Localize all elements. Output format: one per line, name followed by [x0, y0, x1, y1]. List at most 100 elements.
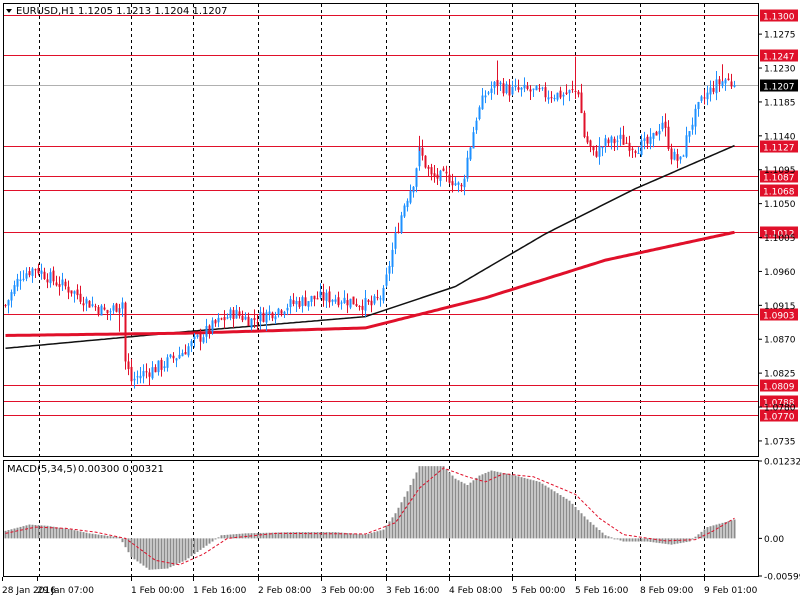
candle-body: [568, 90, 571, 94]
macd-bar: [463, 483, 466, 539]
candle-body: [151, 367, 154, 379]
macd-bar: [637, 538, 640, 542]
macd-bar: [433, 466, 436, 539]
macd-bar: [169, 538, 172, 568]
candle-body: [229, 309, 232, 319]
macd-bar: [619, 538, 622, 541]
macd-bar: [598, 530, 601, 539]
price-tick-label: 1.0960: [764, 268, 796, 278]
macd-bar: [616, 538, 619, 540]
macd-bar: [316, 532, 319, 539]
macd-bar: [52, 526, 55, 539]
candle-body: [664, 121, 667, 128]
candle-body: [274, 316, 277, 320]
candle-body: [46, 279, 49, 283]
candle-body: [157, 360, 160, 373]
candle-body: [445, 171, 448, 174]
level-tag-label: 1.1300: [763, 13, 795, 23]
candle-body: [190, 341, 193, 347]
candle-body: [499, 82, 502, 85]
macd-bar: [607, 536, 610, 539]
candle-body: [697, 102, 700, 110]
candle-body: [292, 300, 295, 304]
candle-body: [103, 307, 106, 310]
macd-bar: [109, 536, 112, 539]
macd-bar: [652, 538, 655, 543]
macd-bar: [307, 532, 310, 539]
macd-bar: [421, 466, 424, 539]
macd-plot-frame: [3, 460, 759, 577]
candle-body: [661, 122, 664, 130]
candle-body: [457, 182, 460, 185]
candle-body: [250, 318, 253, 328]
macd-bar: [193, 538, 196, 555]
candle-body: [58, 284, 61, 287]
candle-body: [247, 316, 250, 326]
candle-body: [148, 372, 151, 377]
macd-bar: [280, 532, 283, 539]
macd-bar: [640, 538, 643, 542]
ohlc-readout: 1.1205 1.1213 1.1204 1.1207: [78, 6, 228, 17]
price-tick-label: 1.1005: [764, 234, 796, 244]
candle-body: [580, 92, 583, 114]
time-tick-label: 5 Feb 00:00: [512, 586, 566, 596]
macd-bar: [343, 532, 346, 539]
candle-body: [652, 132, 655, 139]
macd-bar: [568, 500, 571, 539]
macd-bar: [310, 532, 313, 539]
macd-bar: [217, 537, 220, 539]
macd-bar: [400, 502, 403, 539]
candle-body: [178, 354, 181, 359]
macd-bar: [373, 532, 376, 539]
macd-bar: [517, 476, 520, 539]
macd-bar: [694, 536, 697, 539]
level-tag: [760, 395, 798, 408]
candle-body: [535, 86, 538, 91]
macd-bar: [22, 526, 25, 539]
macd-bar: [394, 513, 397, 539]
candle-body: [184, 352, 187, 355]
candle-body: [532, 88, 535, 90]
candle-body: [106, 309, 109, 314]
candle-body: [550, 97, 553, 99]
macd-bar: [130, 538, 133, 558]
macd-bar: [151, 538, 154, 570]
candle-body: [268, 311, 271, 314]
macd-bar: [481, 474, 484, 539]
macd-bar: [190, 538, 193, 557]
candle-body: [142, 371, 145, 377]
macd-bar: [127, 538, 130, 553]
macd-bar: [88, 533, 91, 539]
macd-bar: [577, 510, 580, 539]
level-tag-label: 1.0809: [763, 383, 795, 393]
macd-bar: [424, 466, 427, 539]
macd-bar: [301, 532, 304, 539]
candle-body: [691, 124, 694, 130]
candle-body: [454, 183, 457, 186]
symbol-dropdown-icon[interactable]: [6, 9, 12, 13]
macd-bar: [73, 530, 76, 539]
candle-body: [139, 375, 142, 379]
candle-body: [337, 297, 340, 306]
candle-body: [199, 334, 202, 342]
candle-body: [724, 79, 727, 84]
candle-body: [214, 320, 217, 324]
macd-bar: [628, 538, 631, 542]
macd-values: 0.00300 0.00321: [78, 464, 164, 475]
macd-bar: [643, 538, 646, 542]
candle-body: [586, 136, 589, 143]
candle-body: [298, 300, 301, 307]
candle-body: [730, 81, 733, 87]
macd-bar: [322, 532, 325, 539]
candle-body: [631, 148, 634, 150]
candle-body: [208, 325, 211, 333]
macd-bar: [106, 535, 109, 539]
macd-bar: [181, 538, 184, 562]
candle-body: [220, 318, 223, 320]
macd-bar: [283, 532, 286, 539]
candle-body: [340, 302, 343, 304]
candle-body: [487, 92, 490, 94]
macd-bar: [469, 482, 472, 539]
